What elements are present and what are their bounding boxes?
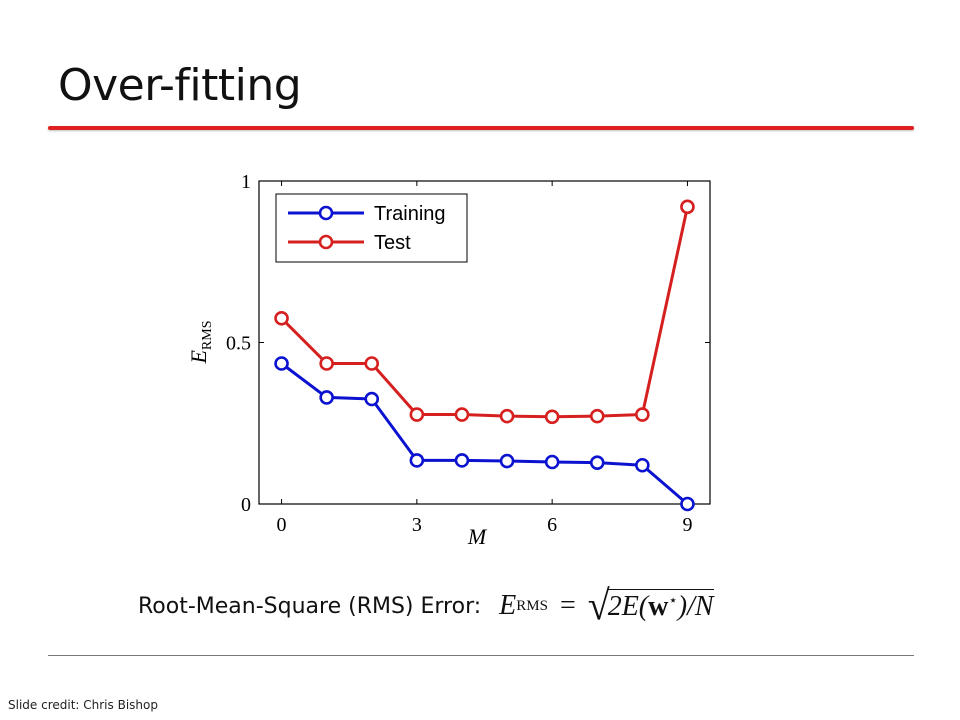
- formula-equals: =: [559, 590, 576, 621]
- legend-box: [275, 193, 468, 263]
- chart-legend: Training Test: [275, 193, 468, 263]
- formula-lhs-subscript: RMS: [516, 597, 548, 614]
- test-point: [544, 409, 560, 425]
- formula-line: Root-Mean-Square (RMS) Error: E RMS = √ 2…: [138, 581, 714, 630]
- slide-credit: Slide credit: Chris Bishop: [8, 698, 158, 712]
- footer-divider: [48, 655, 914, 656]
- training-point: [499, 453, 515, 469]
- y-tick-label: 0: [241, 494, 251, 516]
- legend-test-label: Test: [374, 232, 411, 254]
- x-tick-label: 3: [412, 514, 422, 536]
- x-tick-label: 9: [682, 514, 692, 536]
- x-tick-label: 0: [277, 514, 287, 536]
- x-axis-label: M: [467, 524, 488, 549]
- test-point: [274, 310, 289, 326]
- training-point: [364, 391, 380, 407]
- y-tick-label: 0.5: [226, 333, 251, 355]
- formula-radicand: 2E(w⋆)/N: [607, 589, 714, 622]
- formula-label: Root-Mean-Square (RMS) Error:: [138, 593, 482, 619]
- legend-test-marker: [318, 234, 334, 250]
- formula-lhs: E: [499, 590, 517, 621]
- test-point: [635, 407, 650, 422]
- training-point: [409, 453, 425, 468]
- legend-training-marker: [318, 205, 334, 221]
- test-series-line: [280, 206, 689, 419]
- test-point: [409, 407, 425, 422]
- test-point: [454, 407, 470, 422]
- training-point: [589, 455, 605, 470]
- training-point: [544, 454, 560, 470]
- test-point: [499, 408, 515, 424]
- training-point: [274, 356, 289, 371]
- y-tick-label: 1: [241, 171, 251, 193]
- square-root-icon: √: [587, 581, 610, 630]
- training-point: [319, 390, 334, 405]
- training-point: [635, 457, 650, 473]
- training-point: [454, 453, 470, 468]
- test-point: [680, 199, 695, 215]
- test-point: [319, 356, 334, 371]
- title-underline: [48, 126, 914, 130]
- training-series-line: [280, 362, 689, 506]
- test-point: [589, 408, 605, 424]
- y-axis-label: ERMS: [186, 320, 215, 364]
- training-point: [680, 496, 695, 512]
- rms-formula: E RMS = √ 2E(w⋆)/N: [499, 581, 714, 630]
- slide-title: Over-fitting: [58, 60, 302, 111]
- legend-training-label: Training: [374, 203, 446, 225]
- x-tick-label: 6: [547, 514, 557, 536]
- test-point: [364, 356, 380, 371]
- plot-frame: [258, 180, 711, 505]
